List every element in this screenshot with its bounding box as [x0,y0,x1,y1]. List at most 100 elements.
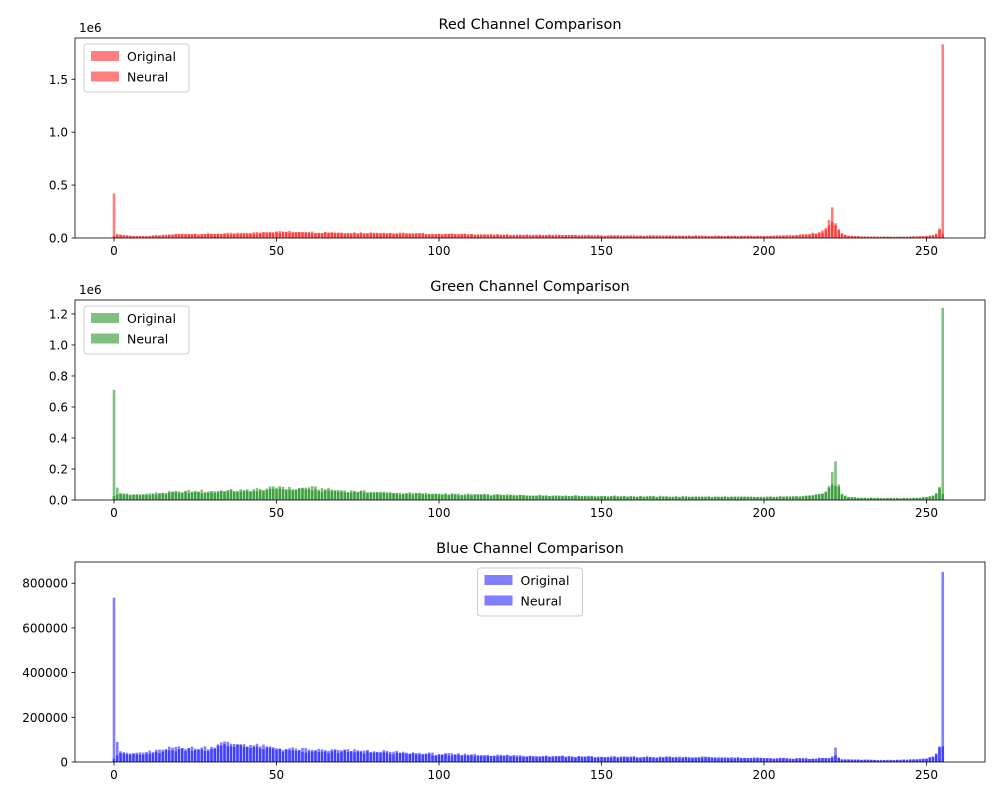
bar-neural-132 [541,756,545,762]
bar-neural-103 [447,755,451,762]
bar-neural-197 [752,758,756,762]
bar-neural-90 [405,493,408,500]
bar-neural-13 [154,494,158,500]
bar-neural-32 [216,492,220,500]
bar-neural-121 [505,235,509,238]
bar-neural-172 [671,757,675,762]
bar-neural-33 [219,233,223,238]
bar-neural-38 [236,744,239,762]
bar-neural-61 [310,751,314,762]
bar-neural-102 [444,233,447,238]
bar-neural-20 [177,492,181,500]
bar-neural-5 [128,495,132,500]
bar-neural-57 [297,231,301,238]
bar-neural-29 [206,233,210,238]
bar-neural-120 [502,234,506,238]
bar-neural-219 [824,758,828,762]
x-tick-label: 150 [590,506,613,520]
bar-neural-193 [739,496,743,500]
bar-neural-9 [141,754,145,762]
bar-neural-170 [665,496,668,500]
bar-neural-145 [583,496,587,500]
bar-neural-162 [639,496,642,500]
bar-neural-53 [284,749,288,762]
bar-neural-76 [359,491,363,500]
bar-neural-52 [281,751,285,762]
bar-neural-164 [645,496,649,500]
bar-neural-54 [288,489,291,500]
bar-neural-169 [661,497,665,500]
legend-label-neural: Neural [127,332,168,347]
bar-neural-52 [281,489,285,500]
bar-neural-105 [453,754,457,762]
bar-neural-34 [223,491,226,500]
bar-neural-146 [587,496,590,500]
bar-neural-225 [843,234,847,238]
bar-neural-227 [850,497,854,500]
bar-neural-133 [544,756,548,762]
bar-neural-181 [700,235,704,238]
bar-neural-48 [268,747,272,762]
bar-neural-58 [301,751,304,762]
bar-neural-216 [814,759,818,762]
bar-neural-228 [853,760,857,762]
bar-neural-160 [632,496,636,500]
bar-neural-94 [418,754,421,762]
x-tick-label: 250 [915,768,938,782]
bar-neural-252 [931,757,935,762]
bars [112,572,945,762]
bar-neural-168 [658,496,662,500]
bar-neural-90 [405,753,408,762]
bar-neural-228 [853,236,857,238]
bar-neural-135 [551,495,555,500]
bar-neural-49 [271,233,275,238]
bar-neural-14 [158,753,161,762]
bar-neural-114 [483,756,486,762]
bar-neural-11 [148,235,152,238]
bar-neural-92 [411,233,415,238]
bar-neural-19 [174,492,178,500]
bar-neural-41 [245,233,249,238]
bar-neural-192 [736,236,740,238]
bar-neural-70 [340,751,343,762]
y-tick-label: 0.4 [49,431,68,445]
bar-neural-122 [509,756,512,762]
bar-neural-114 [483,234,486,238]
bar-neural-229 [856,497,860,500]
bar-neural-206 [782,758,785,762]
bar-neural-151 [603,757,607,762]
bar-neural-76 [359,233,363,238]
bar-neural-2 [119,234,122,238]
bar-neural-180 [697,757,701,762]
y-tick-label: 600000 [22,621,68,635]
bar-neural-69 [336,491,340,500]
bar-neural-124 [515,495,519,500]
bar-neural-224 [840,759,844,762]
bar-neural-73 [349,492,353,500]
bar-neural-123 [512,755,516,762]
bar-neural-95 [421,753,425,762]
bar-neural-245 [908,236,912,238]
bar-neural-47 [265,232,269,238]
bar-neural-77 [362,233,366,238]
bar-neural-83 [382,232,386,238]
bar-neural-40 [242,491,246,500]
bar-neural-231 [863,759,867,762]
bar-neural-79 [369,233,373,238]
bar-neural-116 [489,234,493,238]
bar-neural-120 [502,755,506,762]
bar-neural-253 [934,494,938,500]
bar-neural-80 [372,492,376,500]
bar-neural-10 [145,753,148,762]
bar-neural-34 [223,744,226,762]
bar-neural-254 [938,488,941,500]
bar-neural-75 [356,751,360,762]
legend-label-original: Original [127,49,176,64]
bar-neural-35 [226,746,230,762]
y-tick-label: 0.0 [49,494,68,508]
bar-neural-206 [782,497,785,500]
bar-neural-192 [736,757,740,762]
bar-neural-96 [424,234,428,238]
bar-neural-170 [665,757,668,762]
